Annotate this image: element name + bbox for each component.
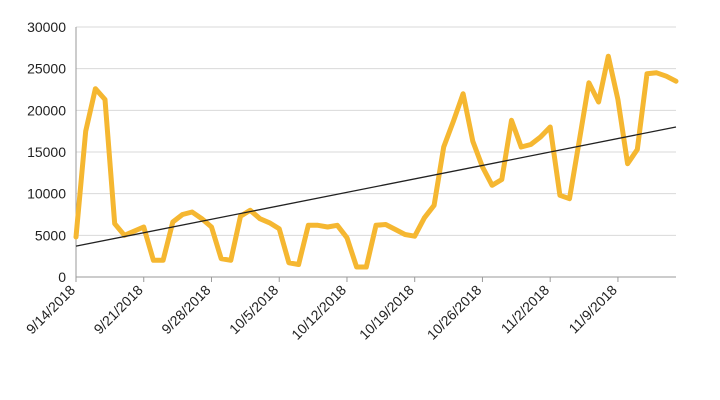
x-tick-label: 10/12/2018 [288,282,349,343]
y-tick-label: 15000 [27,144,66,160]
y-tick-label: 25000 [27,61,66,77]
x-tick-labels: 9/14/2018 9/21/2018 9/28/2018 10/5/2018 10/1… [23,282,620,343]
y-tick-label: 10000 [27,186,66,202]
y-tick-label: 30000 [27,19,66,35]
y-tick-labels: 0 5000 10000 15000 20000 25000 30000 [27,19,66,285]
x-tick-label: 9/14/2018 [23,282,79,338]
y-tick-label: 20000 [27,102,66,118]
x-tick-label: 11/2/2018 [498,282,553,337]
x-tick-label: 10/26/2018 [424,282,485,343]
x-tick-label: 10/5/2018 [226,282,282,338]
trendline [75,126,677,247]
series-line-group [73,53,679,270]
y-tick-label: 0 [58,269,66,285]
gridlines [76,26,676,236]
x-tick-label: 10/19/2018 [356,282,417,343]
x-tick-label: 9/21/2018 [90,282,146,338]
y-tick-label: 5000 [35,227,66,243]
x-tick-label: 9/28/2018 [158,282,214,338]
trendline-group [75,126,677,247]
x-tick-label: 11/9/2018 [565,282,620,337]
